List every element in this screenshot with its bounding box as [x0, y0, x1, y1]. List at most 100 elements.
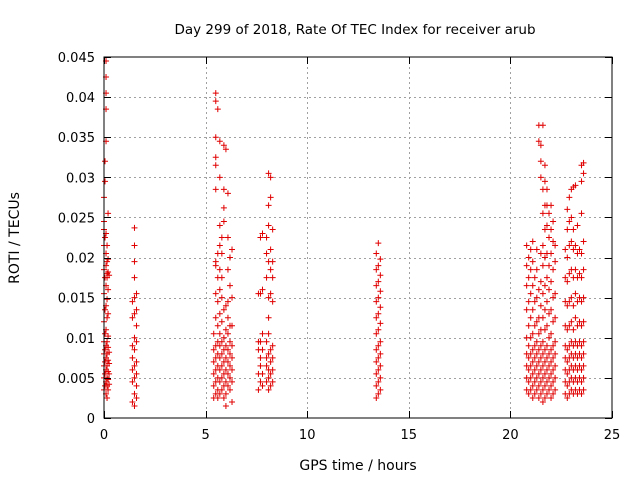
data-point-marker	[546, 262, 553, 269]
data-point-marker	[373, 394, 380, 401]
data-point-marker	[373, 298, 380, 305]
data-points	[101, 58, 587, 409]
data-point-marker	[548, 394, 555, 401]
data-point-marker	[578, 178, 585, 185]
data-point-marker	[539, 374, 546, 381]
data-point-marker	[218, 350, 225, 357]
data-point-marker	[578, 274, 585, 281]
data-point-marker	[531, 366, 538, 373]
data-point-marker	[548, 278, 555, 285]
data-point-marker	[229, 378, 236, 385]
data-point-marker	[572, 314, 579, 321]
data-point-marker	[580, 338, 587, 345]
data-point-marker	[564, 326, 571, 333]
data-point-marker	[104, 296, 111, 303]
data-point-marker	[373, 250, 380, 257]
data-point-marker	[541, 382, 548, 389]
data-point-marker	[105, 344, 112, 351]
data-point-marker	[212, 90, 219, 97]
data-point-marker	[550, 318, 557, 325]
data-point-marker	[568, 318, 575, 325]
data-point-marker	[580, 350, 587, 357]
data-point-marker	[259, 330, 266, 337]
data-point-marker	[375, 240, 382, 247]
data-point-marker	[541, 358, 548, 365]
data-point-marker	[580, 170, 587, 177]
data-point-marker	[377, 288, 384, 295]
data-point-marker	[267, 346, 274, 353]
data-point-marker	[375, 354, 382, 361]
data-point-marker	[102, 306, 109, 313]
data-point-marker	[265, 222, 272, 229]
data-point-marker	[564, 358, 571, 365]
data-point-marker	[539, 362, 546, 369]
data-point-marker	[263, 354, 270, 361]
data-point-marker	[537, 142, 544, 149]
data-point-marker	[222, 366, 229, 373]
data-point-marker	[527, 386, 534, 393]
data-point-marker	[222, 354, 229, 361]
y-tick-label: 0.03	[66, 171, 95, 186]
data-point-marker	[220, 186, 227, 193]
data-point-marker	[539, 262, 546, 269]
data-point-marker	[265, 350, 272, 357]
data-point-marker	[550, 366, 557, 373]
data-point-marker	[212, 290, 219, 297]
data-point-marker	[531, 322, 538, 329]
data-point-marker	[539, 210, 546, 217]
data-point-marker	[105, 376, 112, 383]
data-point-marker	[529, 346, 536, 353]
data-point-marker	[543, 222, 550, 229]
data-point-marker	[543, 366, 550, 373]
data-point-marker	[541, 346, 548, 353]
data-point-marker	[131, 310, 138, 317]
x-tick-label: 15	[401, 428, 418, 443]
data-point-marker	[214, 394, 221, 401]
data-point-marker	[226, 362, 233, 369]
data-point-marker	[576, 270, 583, 277]
data-point-marker	[546, 386, 553, 393]
data-point-marker	[222, 302, 229, 309]
data-point-marker	[102, 158, 109, 165]
data-point-marker	[222, 402, 229, 409]
data-point-marker	[525, 254, 532, 261]
data-point-marker	[226, 374, 233, 381]
data-point-marker	[572, 182, 579, 189]
data-point-marker	[269, 298, 276, 305]
data-point-marker	[259, 230, 266, 237]
data-point-marker	[216, 242, 223, 249]
data-point-marker	[224, 330, 231, 337]
data-point-marker	[216, 378, 223, 385]
y-tick-label: 0.02	[66, 252, 95, 267]
data-point-marker	[578, 250, 585, 257]
data-point-marker	[546, 234, 553, 241]
data-point-marker	[552, 350, 559, 357]
data-point-marker	[224, 382, 231, 389]
y-axis-label: ROTI / TECUs	[7, 192, 23, 284]
data-point-marker	[568, 214, 575, 221]
y-tick-label: 0.005	[58, 372, 95, 387]
data-point-marker	[523, 242, 530, 249]
data-point-marker	[525, 298, 532, 305]
data-point-marker	[105, 386, 112, 393]
data-point-marker	[263, 338, 270, 345]
data-point-marker	[377, 362, 384, 369]
data-point-marker	[105, 286, 112, 293]
data-point-marker	[552, 242, 559, 249]
data-point-marker	[267, 370, 274, 377]
data-point-marker	[212, 162, 219, 169]
data-point-marker	[527, 314, 534, 321]
grid-lines	[104, 57, 612, 418]
data-point-marker	[129, 398, 136, 405]
x-tick-label: 10	[299, 428, 316, 443]
data-point-marker	[257, 362, 264, 369]
data-point-marker	[133, 306, 140, 313]
data-point-marker	[523, 262, 530, 269]
data-point-marker	[578, 298, 585, 305]
data-point-marker	[263, 362, 270, 369]
data-point-marker	[531, 274, 538, 281]
data-point-marker	[566, 270, 573, 277]
plot-frame	[103, 56, 613, 419]
data-point-marker	[525, 342, 532, 349]
data-point-marker	[265, 202, 272, 209]
